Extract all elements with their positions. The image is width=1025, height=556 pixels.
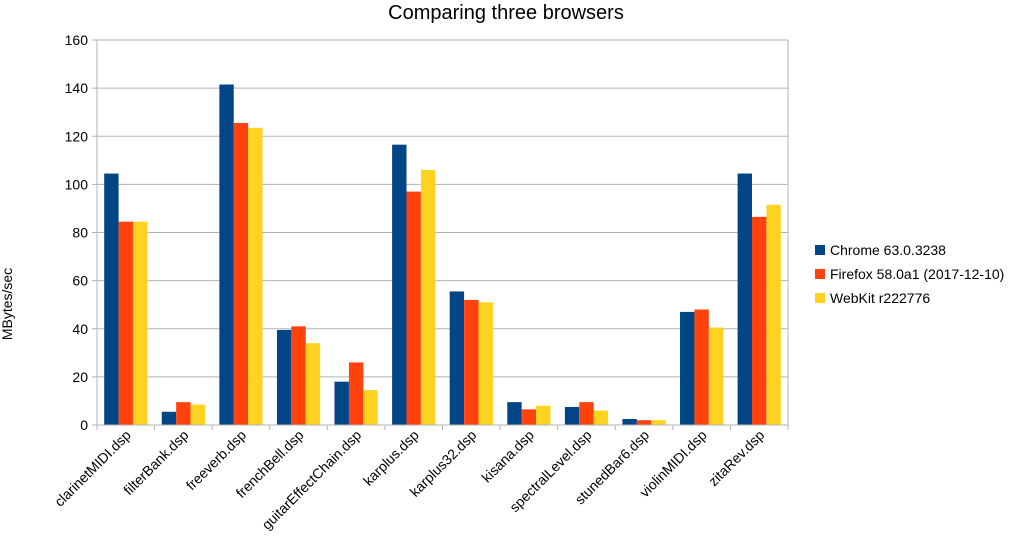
x-tick-label: zitaRev.dsp: [705, 427, 767, 489]
bar: [752, 216, 767, 425]
y-tick-label: 80: [72, 225, 88, 241]
bar: [334, 381, 349, 425]
bar: [420, 169, 436, 425]
bar: [636, 420, 652, 425]
bar: [161, 411, 177, 425]
legend-label: Chrome 63.0.3238: [830, 242, 946, 258]
legend-label: WebKit r222776: [830, 290, 930, 306]
gridlines: [92, 39, 788, 426]
bars: [104, 84, 781, 425]
x-tick-label: guitarEffectChain.dsp: [258, 427, 364, 533]
bar: [248, 127, 263, 425]
y-tick-label: 140: [65, 80, 89, 96]
bar: [276, 329, 292, 425]
bar: [622, 418, 637, 425]
bar: [478, 302, 493, 425]
bar: [680, 311, 695, 425]
bar: [104, 173, 119, 425]
bar: [694, 309, 709, 425]
bar: [766, 204, 781, 425]
x-tick-label: clarinetMIDI.dsp: [51, 427, 134, 510]
bar: [118, 221, 133, 425]
x-tick-label: kisana.dsp: [478, 427, 537, 486]
bar: [132, 221, 148, 425]
legend-label: Firefox 58.0a1 (2017-12-10): [830, 266, 1004, 282]
y-tick-label: 60: [72, 273, 88, 289]
bar: [579, 402, 594, 425]
y-tick-label: 20: [72, 369, 88, 385]
bar: [190, 404, 205, 425]
y-tick-label: 40: [72, 321, 88, 337]
y-tick-labels: 0 20 40 60 80 100 120 140 160: [65, 32, 89, 433]
bar: [536, 405, 551, 425]
x-tick-label: karplus.dsp: [360, 427, 422, 489]
legend: Chrome 63.0.3238 Firefox 58.0a1 (2017-12-…: [815, 242, 1004, 306]
legend-swatch: [815, 269, 825, 279]
axes: [96, 40, 789, 430]
y-tick-label: 100: [65, 176, 89, 192]
chart-title: Comparing three browsers: [388, 2, 624, 24]
legend-swatch: [815, 245, 825, 255]
bar: [507, 402, 522, 425]
y-axis-label: MBytes/sec: [0, 268, 15, 340]
bar: [291, 326, 306, 425]
bar: [449, 291, 465, 425]
bar: [464, 299, 479, 425]
bar: [521, 409, 537, 425]
bar: [176, 402, 191, 425]
bar: [219, 84, 234, 425]
bar: [348, 362, 364, 425]
x-tick-labels: clarinetMIDI.dspfilterBank.dspfreeverb.d…: [51, 427, 767, 533]
bar: [708, 327, 724, 425]
bar: [593, 410, 609, 425]
y-tick-label: 160: [65, 32, 89, 48]
legend-swatch: [815, 293, 825, 303]
y-tick-label: 120: [65, 128, 89, 144]
bar: [233, 123, 249, 425]
bar: [305, 343, 321, 425]
bar: [406, 191, 421, 425]
bar: [392, 144, 407, 425]
bar: [737, 173, 753, 425]
bar: [564, 406, 580, 425]
bar: [363, 390, 378, 425]
y-tick-label: 0: [80, 417, 88, 433]
bar: [651, 420, 666, 425]
